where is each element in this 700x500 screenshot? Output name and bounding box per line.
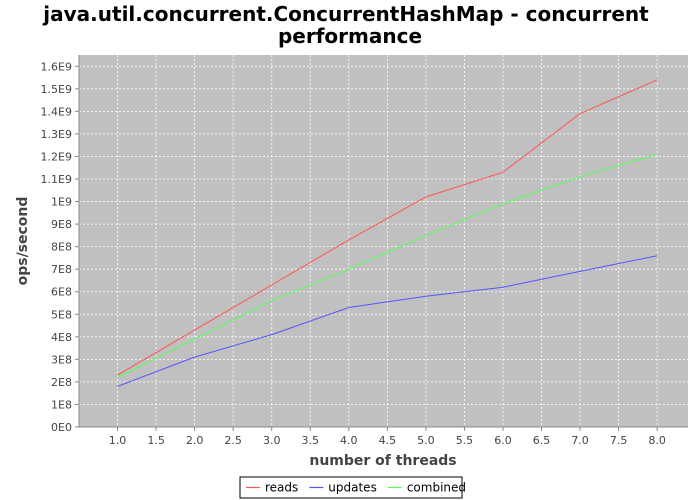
y-axis-label: ops/second bbox=[15, 197, 31, 286]
legend-label-reads: reads bbox=[265, 481, 298, 495]
x-tick-label: 5.0 bbox=[417, 434, 435, 447]
y-tick-label: 2E8 bbox=[51, 376, 72, 389]
chart-title-line-2: performance bbox=[278, 24, 422, 48]
gridlines bbox=[79, 55, 688, 428]
x-tick-label: 6.5 bbox=[533, 434, 551, 447]
series-line-updates bbox=[117, 255, 658, 387]
x-tick-label: 1.5 bbox=[147, 434, 165, 447]
y-tick-label: 1.6E9 bbox=[41, 60, 72, 73]
x-axis-label: number of threads bbox=[309, 453, 456, 469]
legend-box bbox=[239, 476, 463, 499]
y-tick-label: 5E8 bbox=[51, 308, 72, 321]
series-line-reads bbox=[117, 79, 658, 376]
x-tick-label: 7.0 bbox=[571, 434, 589, 447]
y-tick-label: 6E8 bbox=[51, 286, 72, 299]
y-tick-label: 1E8 bbox=[51, 398, 72, 411]
y-tick-label: 1.5E9 bbox=[41, 83, 72, 96]
y-tick-label: 8E8 bbox=[51, 241, 72, 254]
x-tick-label: 8.0 bbox=[648, 434, 666, 447]
y-tick-label: 1.4E9 bbox=[41, 105, 72, 118]
x-tick-label: 5.5 bbox=[456, 434, 474, 447]
axes bbox=[78, 55, 688, 428]
x-tick-label: 4.5 bbox=[379, 434, 397, 447]
y-tick-label: 4E8 bbox=[51, 331, 72, 344]
series-line-combined bbox=[117, 153, 658, 378]
legend-label-updates: updates bbox=[328, 481, 377, 495]
y-tick-label: 7E8 bbox=[51, 263, 72, 276]
y-tick-label: 1.3E9 bbox=[41, 128, 72, 141]
y-tick-label: 0E0 bbox=[51, 421, 72, 434]
x-axis-ticks: 1.0 1.5 2.0 2.5 3.0 3.5 4.0 4.5 5.0 5.5 6.0 6.5 7.0 7… bbox=[109, 427, 666, 447]
x-tick-label: 3.0 bbox=[263, 434, 281, 447]
x-tick-label: 1.0 bbox=[109, 434, 127, 447]
y-axis-ticks: 0E0 1E8 2E8 3E8 4E8 5E8 6E8 7E8 8E8 9E8 1E9 1.1E9 1.… bbox=[41, 60, 79, 434]
series-lines bbox=[117, 79, 658, 387]
y-tick-label: 1E9 bbox=[51, 196, 72, 209]
x-tick-label: 7.5 bbox=[610, 434, 628, 447]
x-tick-label: 2.0 bbox=[186, 434, 204, 447]
x-tick-label: 6.0 bbox=[494, 434, 512, 447]
legend-label-combined: combined bbox=[407, 481, 466, 495]
y-tick-label: 1.2E9 bbox=[41, 150, 72, 163]
x-tick-label: 4.0 bbox=[340, 434, 358, 447]
x-tick-label: 2.5 bbox=[224, 434, 242, 447]
chart-title-line-1: java.util.concurrent.ConcurrentHashMap -… bbox=[42, 2, 649, 26]
legend: reads updates combined bbox=[239, 476, 466, 499]
x-tick-label: 3.5 bbox=[302, 434, 320, 447]
y-tick-label: 1.1E9 bbox=[41, 173, 72, 186]
y-tick-label: 3E8 bbox=[51, 353, 72, 366]
plot-area bbox=[79, 55, 688, 427]
y-tick-label: 9E8 bbox=[51, 218, 72, 231]
